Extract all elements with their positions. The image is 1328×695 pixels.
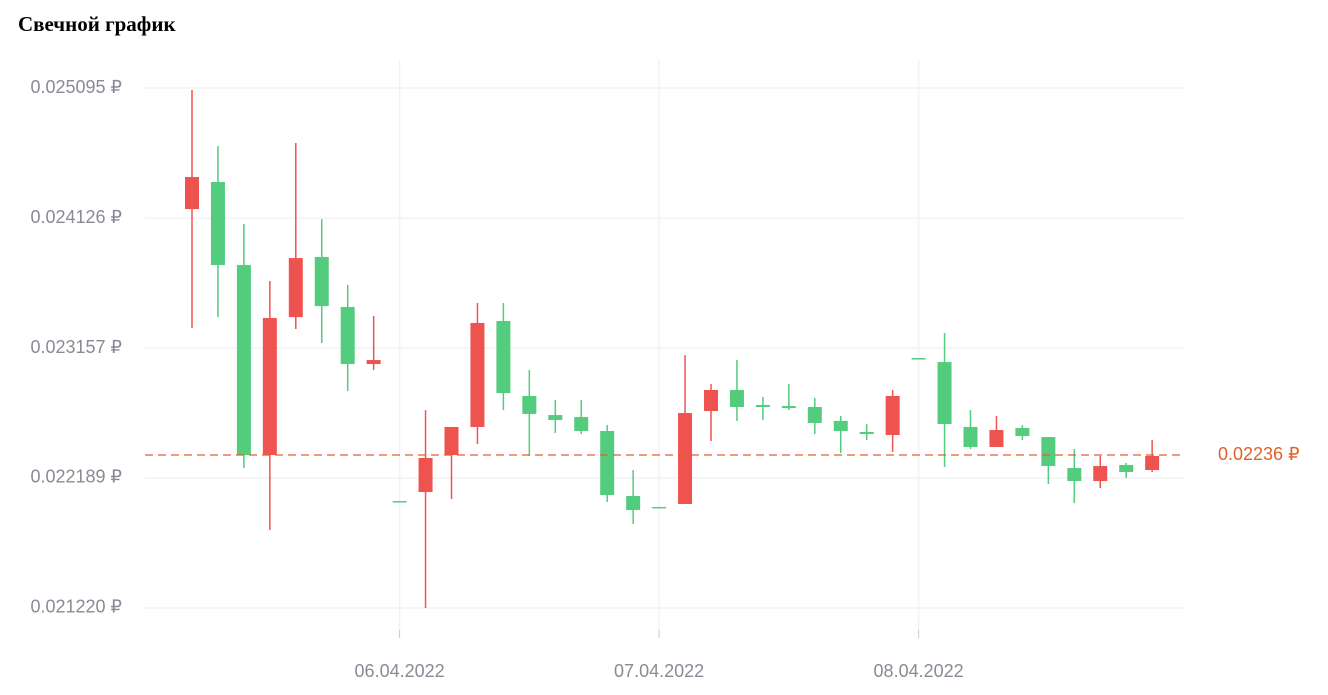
candle-body <box>600 431 615 496</box>
candle-body <box>678 413 693 505</box>
candle-body <box>288 258 303 318</box>
candle-body <box>1145 455 1160 471</box>
candle-body <box>704 389 718 412</box>
candle-body <box>522 395 537 414</box>
price-label: 0.02236 ₽ <box>1218 444 1300 464</box>
candle-body <box>470 322 485 427</box>
candle-body <box>418 457 433 493</box>
candle-body <box>729 389 744 407</box>
candle-body <box>1119 464 1134 473</box>
candle-body <box>496 320 511 394</box>
x-tick-label: 08.04.2022 <box>874 661 964 681</box>
candle-body <box>807 406 822 423</box>
candle-body <box>781 406 796 409</box>
candle-body <box>626 495 641 511</box>
candle-body <box>1067 468 1082 482</box>
candle-body <box>366 360 381 365</box>
candle-body <box>755 404 770 407</box>
candle-body <box>444 426 459 456</box>
candle-body <box>1093 466 1108 482</box>
y-tick-label: 0.023157 ₽ <box>30 337 122 357</box>
candle-body <box>340 307 355 365</box>
x-tick-label: 06.04.2022 <box>355 661 445 681</box>
candle-body <box>262 318 277 456</box>
chart-title: Свечной график <box>18 12 176 36</box>
candle-body <box>574 417 589 432</box>
y-tick-label: 0.024126 ₽ <box>30 207 122 227</box>
candle-body <box>885 395 900 436</box>
candle-body <box>833 420 848 432</box>
candle-body <box>185 177 199 210</box>
candle-body <box>236 265 251 456</box>
candle-body <box>1041 437 1056 467</box>
y-tick-label: 0.025095 ₽ <box>30 77 122 97</box>
y-tick-label: 0.021220 ₽ <box>30 597 122 617</box>
x-tick-label: 07.04.2022 <box>614 661 704 681</box>
candle-body <box>314 256 329 307</box>
candle-body <box>1015 428 1030 436</box>
candle-body <box>937 362 952 425</box>
candle-body <box>210 181 225 266</box>
candle-body <box>911 358 926 360</box>
candle-body <box>392 501 407 503</box>
candle-body <box>548 415 563 421</box>
y-tick-label: 0.022189 ₽ <box>30 467 122 487</box>
candle-body <box>652 506 667 509</box>
candle-body <box>963 426 978 447</box>
candle-body <box>859 431 874 434</box>
candle-body <box>989 430 1004 447</box>
